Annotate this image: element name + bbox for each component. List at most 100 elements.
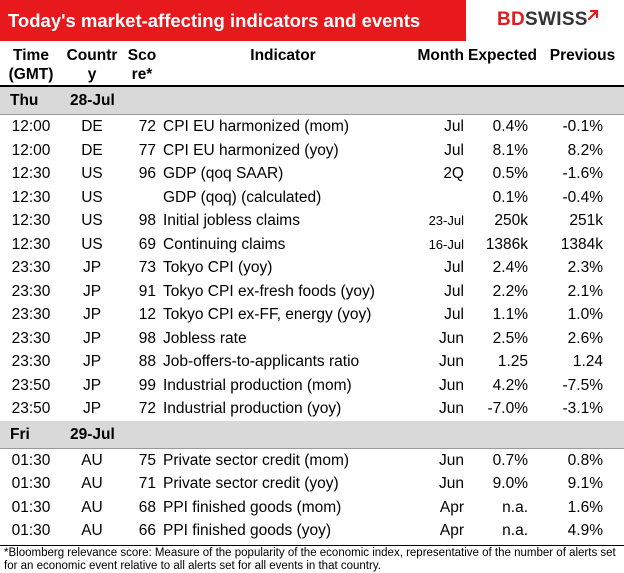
col-header-score-line2: re* (131, 66, 153, 83)
cell-time: 12:30 (11, 188, 51, 206)
cell-expected: 1.1% (492, 306, 528, 323)
cell-time: 23:30 (11, 353, 51, 370)
cell-previous: 1.6% (567, 498, 603, 516)
col-header-country: Countr y (62, 46, 122, 84)
cell-indicator: PPI finished goods (yoy) (163, 522, 332, 539)
cell-time: 12:30 (11, 212, 51, 229)
cell-score: 98 (138, 329, 156, 347)
col-header-score-line1: Sco (127, 47, 157, 64)
cell-month: 16-Jul (428, 236, 464, 252)
arrow-up-right-icon (587, 9, 599, 21)
cell-country: DE (81, 118, 103, 135)
table-row: 23:30 JP 91 Tokyo CPI ex-fresh foods (yoy) J… (0, 280, 624, 304)
table-row: 23:30 JP 88 Job-offers-to-applicants ratio J… (0, 350, 624, 374)
logo-bd-text: BD (497, 9, 526, 30)
day-date: 28-Jul (70, 92, 115, 109)
cell-previous: -0.4% (562, 188, 604, 206)
table-row: 01:30 AU 68 PPI finished goods (mom) Apr n.a.… (0, 496, 624, 520)
cell-country: DE (81, 141, 103, 159)
table-row: 12:30 US 98 Initial jobless claims 23-Jul 250… (0, 209, 624, 233)
cell-time: 12:30 (11, 235, 51, 253)
cell-country: AU (81, 451, 103, 469)
cell-month: Jun (439, 353, 464, 370)
cell-country: JP (82, 259, 102, 276)
cell-expected: 1.25 (497, 353, 528, 370)
day-label: Thu (10, 92, 39, 109)
cell-score: 71 (138, 475, 156, 492)
cell-expected: 4.2% (492, 376, 528, 394)
cell-country: US (81, 188, 103, 206)
col-header-month: Month (417, 47, 464, 64)
cell-score: 88 (138, 353, 156, 370)
day-group-header: Fri 29-Jul (0, 420, 624, 449)
cell-indicator: GDP (qoq SAAR) (163, 165, 284, 182)
cell-expected: 8.1% (492, 141, 528, 159)
col-header-expected: Expected (468, 47, 537, 64)
page-title: Today's market-affecting indicators and … (0, 0, 466, 41)
table-header-row: Time (GMT) Countr y Sco re* Indicator Mo… (0, 41, 624, 87)
col-header-country-line1: Countr (66, 47, 118, 64)
cell-score: 12 (138, 306, 156, 323)
cell-expected: -7.0% (487, 400, 529, 417)
cell-score: 99 (138, 376, 156, 394)
cell-expected: 1386k (485, 235, 528, 253)
cell-previous: 2.3% (567, 259, 603, 276)
cell-expected: 9.0% (492, 475, 528, 492)
cell-month: Jun (439, 451, 464, 469)
cell-previous: 1384k (560, 235, 603, 253)
day-group-header: Thu 28-Jul (0, 87, 624, 115)
cell-month: Jun (439, 329, 464, 347)
table-row: 23:30 JP 73 Tokyo CPI (yoy) Jul 2.4% 2.3% (0, 256, 624, 280)
cell-indicator: Jobless rate (163, 329, 247, 347)
cell-month: Jun (439, 376, 464, 394)
cell-previous: -7.5% (562, 376, 604, 394)
cell-score: 68 (138, 498, 156, 516)
col-header-time-line1: Time (13, 47, 49, 64)
table-row: 01:30 AU 71 Private sector credit (yoy) Jun 9… (0, 472, 624, 496)
cell-previous: 9.1% (567, 475, 603, 492)
table-body: Thu 28-Jul 12:00 DE 72 CPI EU harmonized (mom… (0, 87, 624, 543)
cell-country: JP (82, 400, 102, 417)
cell-indicator: Private sector credit (yoy) (163, 475, 339, 492)
col-header-country-line2: y (87, 66, 97, 83)
col-header-previous: Previous (549, 47, 616, 64)
cell-previous: 4.9% (567, 522, 603, 539)
cell-time: 23:50 (11, 400, 51, 417)
cell-time: 12:00 (11, 118, 51, 135)
cell-expected: n.a. (502, 498, 528, 516)
cell-country: AU (81, 475, 103, 492)
cell-previous: 2.1% (567, 282, 603, 300)
cell-country: US (81, 212, 103, 229)
col-header-indicator: Indicator (250, 47, 316, 64)
cell-month: Jul (444, 306, 464, 323)
table-row: 23:50 JP 99 Industrial production (mom) Jun 4… (0, 374, 624, 398)
cell-expected: 2.2% (492, 282, 528, 300)
cell-country: US (81, 165, 103, 182)
cell-score: 91 (138, 282, 156, 300)
cell-expected: 0.1% (492, 188, 528, 206)
cell-expected: 2.4% (492, 259, 528, 276)
day-date: 29-Jul (70, 425, 115, 443)
cell-country: JP (82, 353, 102, 370)
cell-time: 23:30 (11, 259, 51, 276)
logo-wordmark: BDSWISS (497, 9, 588, 31)
cell-indicator: Job-offers-to-applicants ratio (163, 353, 360, 370)
cell-expected: 2.5% (492, 329, 528, 347)
cell-indicator: Tokyo CPI ex-fresh foods (yoy) (163, 282, 375, 300)
cell-country: JP (82, 329, 102, 347)
cell-expected: 0.7% (492, 451, 528, 469)
cell-indicator: Industrial production (mom) (163, 376, 352, 394)
cell-indicator: PPI finished goods (mom) (163, 498, 342, 516)
cell-indicator: GDP (qoq) (calculated) (163, 188, 322, 206)
cell-indicator: CPI EU harmonized (mom) (163, 118, 350, 135)
cell-indicator: Industrial production (yoy) (163, 400, 342, 417)
cell-indicator: Tokyo CPI (yoy) (163, 259, 273, 276)
cell-indicator: Tokyo CPI ex-FF, energy (yoy) (163, 306, 372, 323)
table-row: 23:50 JP 72 Industrial production (yoy) Jun -… (0, 397, 624, 421)
cell-time: 23:30 (11, 282, 51, 300)
cell-country: AU (81, 522, 103, 539)
cell-score: 96 (138, 165, 156, 182)
table-row: 23:30 JP 12 Tokyo CPI ex-FF, energy (yoy) Ju… (0, 303, 624, 327)
cell-score: 72 (138, 118, 156, 135)
cell-indicator: Initial jobless claims (163, 212, 300, 229)
